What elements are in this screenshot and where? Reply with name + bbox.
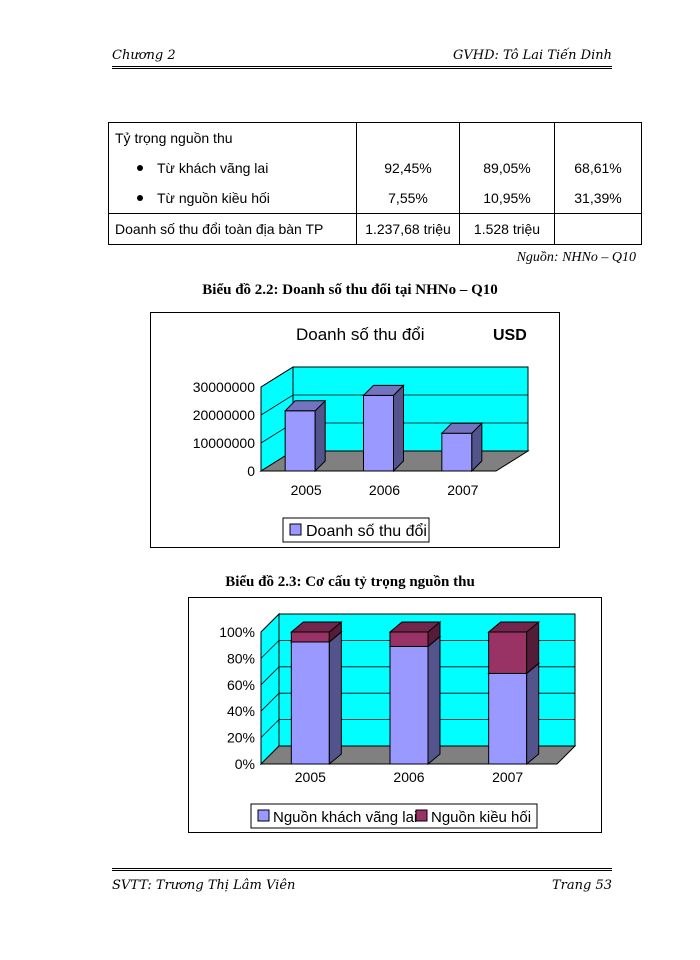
chart1-legend <box>282 517 430 543</box>
chart-gridline <box>260 692 575 712</box>
bar-side <box>526 662 540 766</box>
table-row: Tỷ trọng nguồn thu Từ khách vãng lai Từ … <box>108 122 642 214</box>
table-cell: 92,45% 7,55% <box>356 122 460 214</box>
chart-back-wall <box>292 366 529 452</box>
bar-top <box>362 384 405 396</box>
bullet-text: Từ khách vãng lai <box>157 160 269 176</box>
bar-front <box>389 645 429 765</box>
bar-front <box>389 631 429 647</box>
x-tick-label: 2007 <box>447 482 478 498</box>
legend-label: Doanh số thu đổi <box>306 522 427 540</box>
bar-side <box>328 630 342 766</box>
table-cell-label: Tỷ trọng nguồn thu Từ khách vãng lai Từ … <box>108 122 357 214</box>
cell-value: 68,61% <box>574 160 622 176</box>
chart2-caption: Biểu đồ 2.3: Cơ cấu tỷ trọng nguồn thu <box>225 574 475 590</box>
chart-gridline <box>260 366 528 388</box>
y-tick-label: 80% <box>227 650 255 666</box>
chart-side-wall <box>260 612 280 766</box>
cell-value: 89,05% <box>483 160 531 176</box>
bullet-icon <box>137 195 143 202</box>
y-tick-label: 0 <box>247 463 255 479</box>
chart2-frame: 0% 20% 40% 60% 80% 100% 2005 2006 2007 Nguồn khác… <box>188 597 602 833</box>
header-advisor: GVHD: Tô Lai Tiến Dinh <box>453 48 612 63</box>
y-tick-label: 40% <box>227 703 255 719</box>
bar-front <box>284 410 316 472</box>
y-tick-label: 0% <box>235 756 255 772</box>
y-tick-label: 60% <box>227 677 255 693</box>
table-cell: 89,05% 10,95% <box>459 122 555 214</box>
x-tick-label: 2006 <box>369 482 400 498</box>
y-tick-label: 100% <box>219 624 255 640</box>
bar-front <box>488 672 528 765</box>
bar-side <box>393 384 404 473</box>
chart2-svg: 0% 20% 40% 60% 80% 100% 2005 2006 2007 Nguồn khác… <box>219 612 577 829</box>
chart1-frame: 0 10000000 20000000 30000000 2005 2006 2007 Doa… <box>150 312 560 548</box>
bar-front <box>290 631 330 643</box>
footer-page: Trang 53 <box>551 878 612 893</box>
header-chapter: Chương 2 <box>112 48 176 63</box>
chart-gridline <box>260 666 575 686</box>
y-tick-label: 30000000 <box>193 379 256 395</box>
bullet-item: Từ khách vãng lai <box>115 153 350 183</box>
table-source: Nguồn: NHNo – Q10 <box>516 250 636 265</box>
chart-gridline <box>260 613 575 633</box>
row-label: Tỷ trọng nguồn thu <box>115 130 233 146</box>
x-tick-label: 2006 <box>393 769 424 785</box>
bar-top <box>440 422 484 434</box>
chart2-legend <box>250 803 538 829</box>
x-tick-label: 2007 <box>492 769 523 785</box>
table-row: Doanh số thu đổi toàn địa bàn TP 1.237,6… <box>108 213 642 245</box>
bar-front <box>441 432 473 472</box>
x-tick-label: 2005 <box>295 769 326 785</box>
chart1-title: Doanh số thu đổi <box>296 325 425 344</box>
bar-side <box>314 399 326 473</box>
y-tick-label: 10000000 <box>193 435 256 451</box>
legend-label: Nguồn khách vãng lai <box>273 809 417 826</box>
bullet-text: Từ nguồn kiều hối <box>157 190 270 206</box>
bar-top <box>487 621 541 633</box>
revenue-table: Tỷ trọng nguồn thu Từ khách vãng lai Từ … <box>108 122 642 245</box>
chart-gridline <box>260 719 575 738</box>
cell-value: 10,95% <box>483 190 531 206</box>
y-tick-label: 20% <box>227 730 255 746</box>
chart1-unit-label: USD <box>493 327 527 344</box>
cell-value: 92,45% <box>384 160 432 176</box>
bar-side <box>427 635 441 766</box>
x-tick-label: 2005 <box>291 482 322 498</box>
legend-swatch <box>415 809 428 822</box>
chart-gridline <box>260 394 528 416</box>
bullet-item: Từ nguồn kiều hối <box>115 183 350 213</box>
table-cell: 68,61% 31,39% <box>554 122 642 214</box>
header-rule <box>112 66 612 69</box>
bar-front <box>363 394 394 472</box>
cell-value: 31,39% <box>574 190 622 206</box>
footer-rule <box>112 868 612 871</box>
row-label: Doanh số thu đổi toàn địa bàn TP <box>108 213 357 245</box>
chart1-svg: 0 10000000 20000000 30000000 2005 2006 2007 Doa… <box>193 325 530 543</box>
legend-label: Nguồn kiều hối <box>431 809 531 826</box>
bar-front <box>488 631 528 674</box>
bar-top <box>289 621 343 633</box>
chart-gridline <box>260 640 575 659</box>
legend-swatch <box>289 523 302 536</box>
chart1-caption: Biểu đồ 2.2: Doanh số thu đổi tại NHNo –… <box>202 282 498 298</box>
cell-value: 1.528 triệu <box>459 213 555 245</box>
bar-top <box>283 400 327 412</box>
y-tick-label: 20000000 <box>193 407 256 423</box>
cell-value: 7,55% <box>388 190 428 206</box>
bar-top <box>388 621 442 633</box>
legend-swatch <box>257 809 270 822</box>
cell-value <box>554 213 642 245</box>
bullet-icon <box>137 165 143 172</box>
footer-author: SVTT: Trương Thị Lâm Viên <box>112 878 296 893</box>
cell-value: 1.237,68 triệu <box>356 213 460 245</box>
bar-front <box>290 641 330 765</box>
